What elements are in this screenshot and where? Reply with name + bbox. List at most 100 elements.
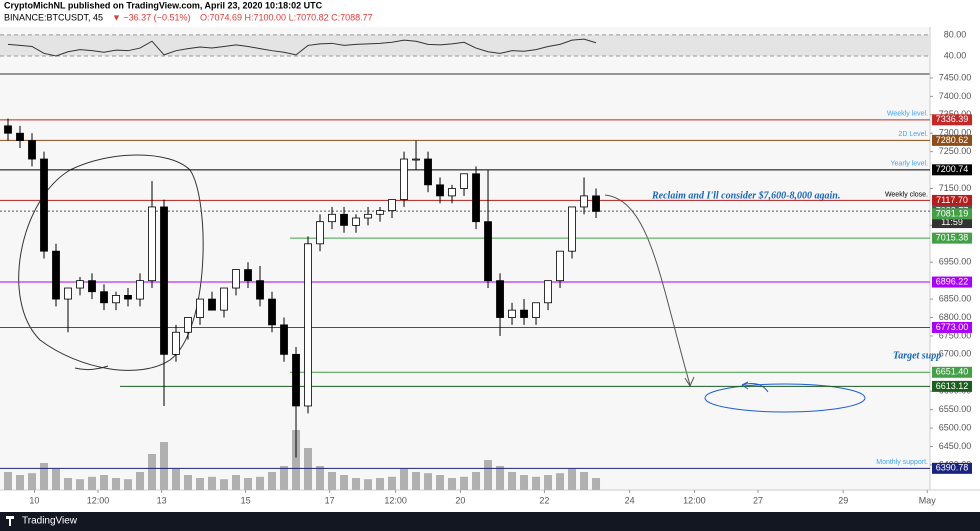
header-symbol: BINANCE:BTCUSDT, 45 — [4, 12, 103, 22]
candle-body — [4, 125, 12, 134]
volume-bar — [316, 466, 325, 490]
y-tick-label: 7250.00 — [939, 146, 972, 156]
volume-bar — [88, 476, 97, 490]
volume-bar — [292, 430, 301, 490]
candle-body — [568, 206, 576, 252]
y-tick-label: 7150.00 — [939, 183, 972, 193]
candle-body — [352, 217, 360, 226]
y-tick-label: 6850.00 — [939, 293, 972, 303]
price-label-box — [932, 232, 972, 244]
price-label: 7117.70 — [936, 195, 968, 205]
price-label-box — [932, 208, 972, 220]
header-ohlc: O:7074.69 H:7100.00 L:7070.82 C:7088.77 — [200, 12, 373, 22]
level-note: 2D Level. — [898, 131, 928, 138]
candle-body — [76, 280, 84, 289]
volume-bar — [328, 472, 337, 490]
candle-body — [532, 302, 540, 318]
volume-bar — [232, 475, 241, 490]
annotation: Target supp — [893, 350, 941, 361]
x-tick-label: 13 — [157, 495, 167, 505]
volume-bar — [16, 475, 25, 490]
candle-body — [268, 298, 276, 326]
candle-body — [160, 206, 168, 355]
volume-bar — [124, 479, 133, 490]
x-tick-label: 22 — [539, 495, 549, 505]
drawing-arrow — [741, 381, 769, 393]
volume-bar — [28, 473, 37, 490]
volume-bar — [532, 476, 541, 490]
volume-bar — [208, 476, 217, 490]
candle-body — [232, 269, 240, 289]
footer-bar — [0, 512, 980, 531]
volume-bar — [544, 475, 553, 490]
candle-body — [316, 221, 324, 245]
x-tick-label: 12:00 — [683, 495, 706, 505]
candle-body — [304, 243, 312, 407]
rsi-tick-label: 80.00 — [944, 29, 967, 39]
price-label-box — [932, 276, 972, 288]
volume-bar — [520, 475, 529, 490]
volume-bar — [64, 478, 73, 490]
price-label-box — [932, 380, 972, 392]
candle-body — [448, 188, 456, 197]
countdown: 11:59 — [941, 217, 963, 227]
y-tick-label: 7450.00 — [939, 72, 972, 82]
volume-bar — [256, 476, 265, 490]
volume-bar — [400, 469, 409, 490]
price-label-box — [932, 321, 972, 333]
x-tick-label: 10 — [29, 495, 39, 505]
drawing-ellipse — [704, 383, 866, 413]
volume-bar — [172, 469, 181, 490]
volume-bar — [376, 478, 385, 490]
y-tick-label: 6750.00 — [939, 330, 972, 340]
candle-body — [592, 195, 600, 212]
volume-bar — [448, 478, 457, 490]
price-label: 6896.22 — [936, 276, 969, 286]
y-tick-label: 6500.00 — [939, 422, 972, 432]
x-tick-label: 27 — [753, 495, 763, 505]
rsi-band — [0, 34, 930, 56]
price-label: 7081.19 — [936, 208, 969, 218]
volume-bar — [280, 466, 289, 490]
volume-bar — [580, 472, 589, 490]
price-label-box — [932, 164, 972, 176]
candle-body — [424, 158, 432, 186]
candle-body — [520, 309, 528, 318]
volume-bar — [508, 472, 517, 490]
logo — [6, 516, 14, 526]
volume-bar — [304, 448, 313, 490]
price-label: 6613.12 — [936, 381, 969, 391]
volume-bar — [4, 472, 13, 490]
x-tick-label: 29 — [838, 495, 848, 505]
candle-body — [436, 184, 444, 197]
candle-body — [364, 213, 372, 219]
candle-body — [148, 206, 156, 282]
volume-bar — [556, 473, 565, 490]
volume-bar — [568, 469, 577, 490]
candle-body — [580, 195, 588, 208]
volume-bar — [592, 478, 601, 490]
candle-body — [124, 294, 132, 300]
header-change: ▼ −36.37 (−0.51%) — [112, 12, 190, 22]
candle-body — [172, 331, 180, 355]
volume-bar — [196, 478, 205, 490]
price-label: 7200.74 — [936, 164, 969, 174]
x-tick-label: 20 — [455, 495, 465, 505]
y-tick-label: 6700.00 — [939, 349, 972, 359]
x-tick-label: 15 — [241, 495, 251, 505]
x-tick-label: 12:00 — [87, 495, 110, 505]
price-label: 7280.62 — [936, 135, 969, 145]
candle-body — [64, 287, 72, 300]
plot-area — [0, 27, 930, 490]
drawing-circle — [18, 154, 204, 371]
volume-bar — [484, 460, 493, 490]
price-label-box — [932, 114, 972, 126]
volume-bar — [388, 476, 397, 490]
candle-body — [40, 158, 48, 252]
x-tick-label: May — [919, 495, 937, 505]
volume-bar — [136, 472, 145, 490]
volume-bar — [472, 472, 481, 490]
volume-bar — [244, 478, 253, 490]
y-tick-label: 7400.00 — [939, 91, 972, 101]
candle-body — [184, 317, 192, 333]
